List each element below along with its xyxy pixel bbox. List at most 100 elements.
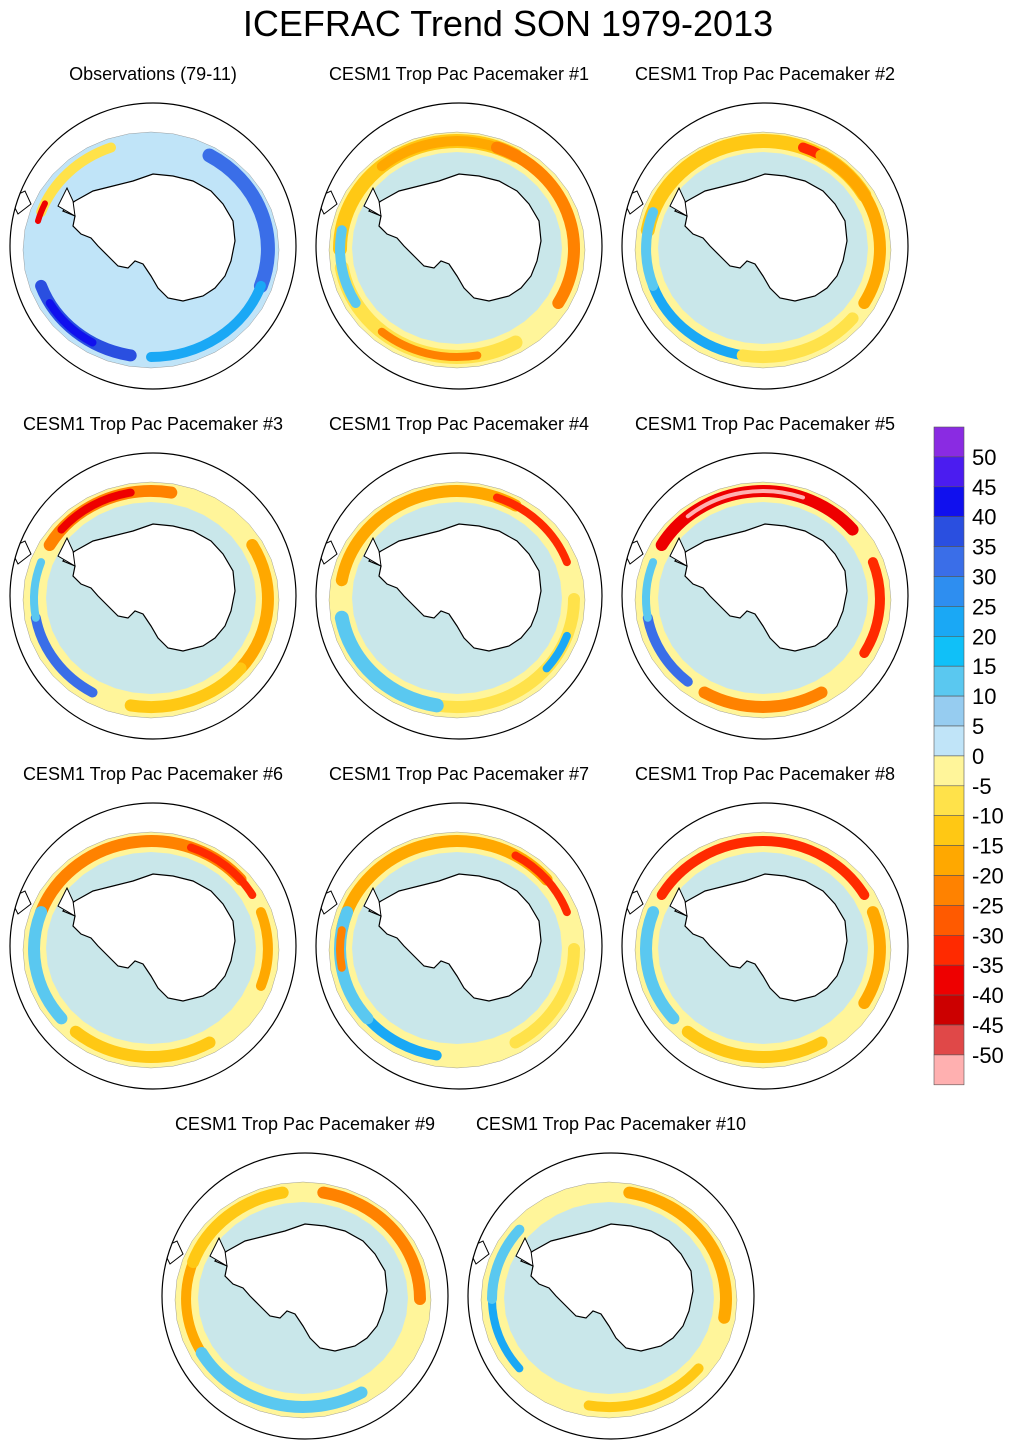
panel-title-3: CESM1 Trop Pac Pacemaker #3: [22, 414, 284, 434]
trend-band: [488, 1295, 524, 1373]
polar-map-7: [315, 802, 603, 1090]
antarctica-coastline: [673, 523, 848, 652]
trend-band: [493, 493, 571, 567]
trend-band: [69, 1025, 216, 1063]
map-boundary: [315, 452, 603, 740]
polar-map-10: [467, 1152, 755, 1440]
trend-band: [858, 906, 886, 1009]
trend-band: [509, 943, 580, 1049]
trend-band: [335, 485, 522, 587]
trend-band: [202, 148, 275, 293]
colorbar-tick-label: -15: [972, 834, 1004, 859]
panel-title-6: CESM1 Trop Pac Pacemaker #6: [22, 764, 284, 784]
colorbar-tick-label: 25: [972, 594, 996, 619]
trend-band: [336, 926, 346, 972]
antarctica-coastline: [673, 873, 848, 1002]
map-boundary: [9, 102, 297, 390]
colorbar-swatch: [933, 516, 965, 547]
trend-band: [377, 327, 482, 361]
colorbar-swatch: [933, 486, 965, 517]
trend-band: [542, 631, 571, 673]
trend-band: [234, 539, 274, 675]
trend-band: [335, 225, 361, 308]
panel-title-7: CESM1 Trop Pac Pacemaker #7: [328, 764, 590, 784]
polar-map-obs: [9, 102, 297, 390]
trend-band: [859, 557, 885, 658]
antarctica-coastline: [61, 173, 236, 302]
colorbar-swatch: [933, 576, 965, 607]
colorbar-tick-label: -50: [972, 1043, 1004, 1068]
polar-map-1: [315, 102, 603, 390]
colorbar-swatch: [933, 755, 965, 787]
antarctic-peninsula: [363, 886, 382, 917]
antarctic-peninsula: [57, 536, 76, 567]
trend-band: [181, 1257, 207, 1358]
antarctic-peninsula: [57, 186, 76, 217]
trend-band: [648, 280, 748, 361]
colorbar-swatch: [933, 934, 965, 966]
antarctic-peninsula: [57, 886, 76, 917]
colorbar-swatch: [933, 785, 965, 816]
panel-title-obs: Observations (79-11): [69, 64, 237, 84]
map-boundary: [467, 1152, 755, 1440]
trend-band: [623, 1186, 732, 1324]
colorbar-tick-label: -45: [972, 1013, 1004, 1038]
trend-band: [640, 906, 680, 1025]
antarctic-peninsula: [363, 186, 382, 217]
panel-title-4: CESM1 Trop Pac Pacemaker #4: [328, 414, 590, 434]
panel-title-2: CESM1 Trop Pac Pacemaker #2: [634, 64, 896, 84]
colorbar-swatch: [933, 994, 965, 1026]
colorbar-swatch: [933, 815, 965, 846]
polar-map-3: [9, 452, 297, 740]
trend-band: [685, 489, 805, 519]
trend-band: [511, 851, 571, 917]
colorbar-tick-label: 35: [972, 535, 996, 560]
trend-band: [815, 149, 886, 309]
colorbar-tick-label: 5: [972, 714, 984, 739]
polar-map-6: [9, 802, 297, 1090]
colorbar-swatch: [933, 875, 965, 906]
colorbar-tick-label: 50: [972, 445, 996, 470]
colorbar-tick-label: -40: [972, 983, 1004, 1008]
panel-title-10: CESM1 Trop Pac Pacemaker #10: [475, 1114, 747, 1134]
colorbar-tick-label: -30: [972, 923, 1004, 948]
trend-band: [30, 558, 46, 622]
colorbar-tick-label: 0: [972, 744, 984, 769]
trend-band: [641, 207, 659, 291]
antarctica-coastline: [61, 873, 236, 1002]
trend-band: [57, 488, 135, 534]
colorbar-swatch: [933, 606, 965, 637]
antarctica-coastline: [367, 523, 542, 652]
polar-map-9: [161, 1152, 449, 1440]
colorbar-tick-label: -35: [972, 953, 1004, 978]
map-boundary: [161, 1152, 449, 1440]
antarctica-coastline: [673, 173, 848, 302]
antarctic-peninsula: [669, 536, 688, 567]
polar-map-8: [621, 802, 909, 1090]
trend-band: [35, 200, 48, 224]
trend-band: [681, 1025, 828, 1063]
trend-band: [334, 610, 444, 713]
polar-map-5: [621, 452, 909, 740]
antarctic-peninsula: [515, 1236, 534, 1267]
polar-map-4: [315, 452, 603, 740]
antarctica-coastline: [367, 873, 542, 1002]
trend-band: [642, 612, 693, 687]
trend-band: [656, 836, 870, 900]
antarctica-coastline: [519, 1223, 694, 1352]
map-boundary: [621, 802, 909, 1090]
trend-band: [28, 906, 68, 1025]
trend-band: [376, 136, 502, 172]
trend-band: [317, 1186, 426, 1305]
polar-map-2: [621, 102, 909, 390]
trend-band: [45, 299, 97, 347]
trend-band: [583, 1363, 704, 1412]
panel-title-8: CESM1 Trop Pac Pacemaker #8: [634, 764, 896, 784]
trend-band: [491, 141, 580, 309]
trend-band: [146, 280, 266, 362]
trend-band: [362, 1013, 442, 1061]
colorbar-tick-label: 45: [972, 475, 996, 500]
colorbar-swatch: [933, 964, 965, 996]
figure-title: ICEFRAC Trend SON 1979-2013: [242, 3, 774, 44]
